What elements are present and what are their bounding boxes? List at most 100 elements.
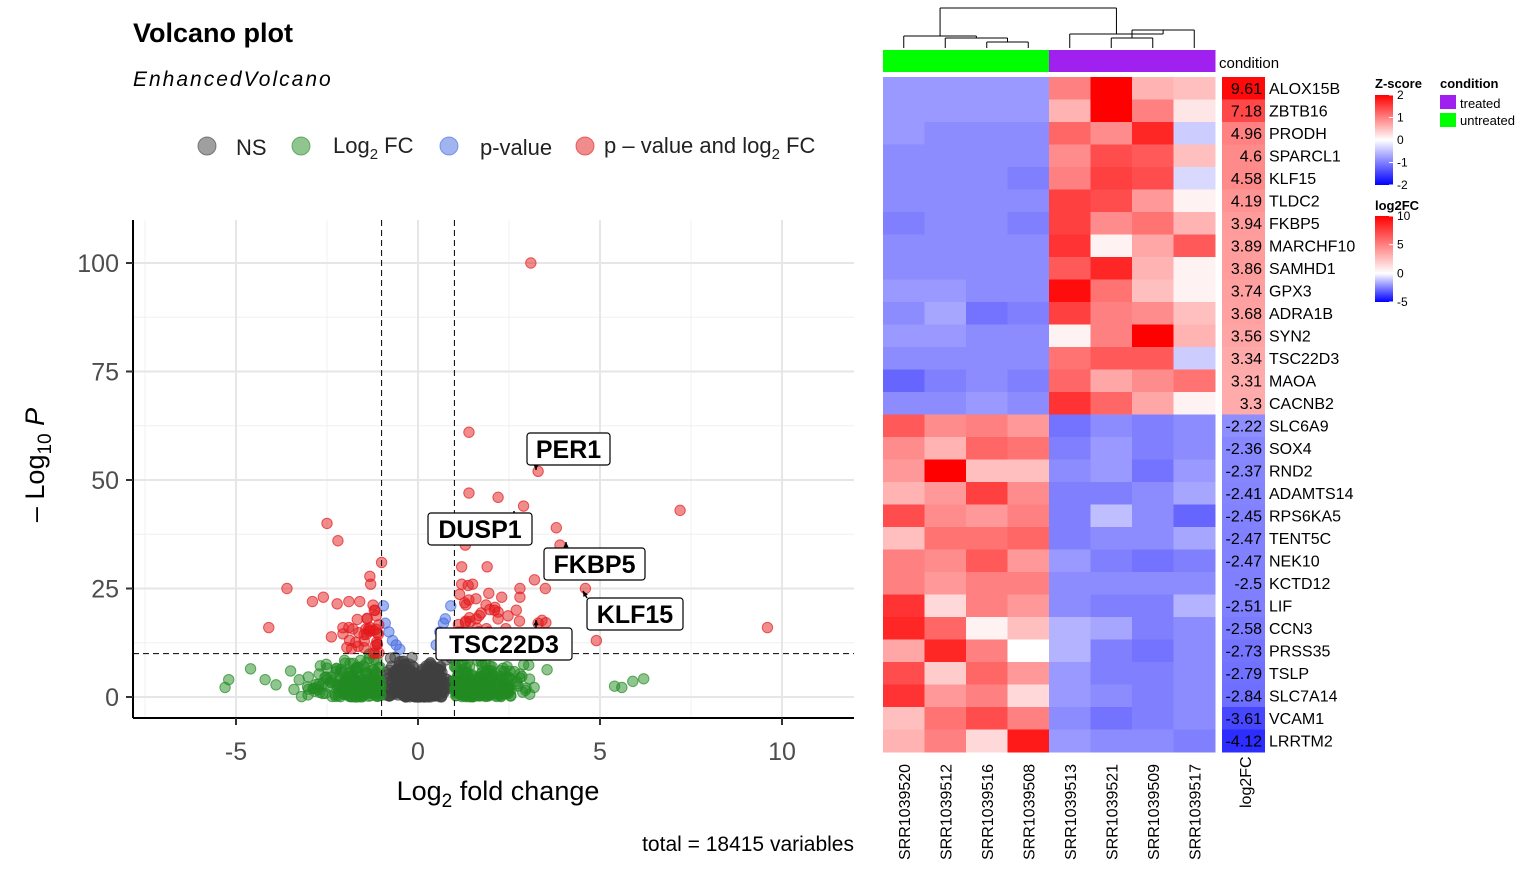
heatmap-cell	[924, 572, 967, 595]
volcano-point-significant	[496, 591, 508, 603]
heatmap-cell	[883, 549, 925, 573]
volcano-point-fc	[320, 658, 332, 671]
heatmap-sample-label: SRR1039512	[938, 764, 955, 860]
log2fc-value: -2.41	[1226, 486, 1263, 503]
heatmap-cell	[1173, 144, 1216, 168]
y-tick-label: 25	[91, 576, 119, 604]
heatmap-cell	[883, 572, 925, 595]
log2fc-value: 3.68	[1231, 306, 1262, 323]
volcano-point-significant	[321, 517, 333, 530]
heatmap-gene-label: ZBTB16	[1269, 104, 1328, 121]
heatmap-cell	[966, 414, 1008, 438]
heatmap-cell	[1007, 302, 1050, 325]
heatmap-cell	[1007, 414, 1050, 438]
heatmap-cell	[966, 212, 1008, 235]
heatmap-cell	[883, 684, 925, 708]
heatmap-cell	[883, 144, 925, 168]
log2fc-value: 4.96	[1231, 126, 1262, 143]
heatmap-cell	[1132, 369, 1174, 393]
condition-legend-title: condition	[1440, 76, 1499, 91]
volcano-point-fc	[244, 663, 257, 675]
heatmap-cell	[1007, 549, 1050, 573]
volcano-point-significant	[353, 626, 365, 639]
heatmap-gene-label: RND2	[1269, 464, 1313, 481]
volcano-y-axis-title: – Log10 P	[20, 408, 56, 522]
heatmap-cell	[966, 549, 1008, 573]
heatmap-cell	[1007, 594, 1050, 618]
heatmap-cell	[1132, 234, 1174, 258]
heatmap-sample-label: SRR1039521	[1104, 764, 1121, 860]
log2fc-value: -2.47	[1226, 554, 1263, 571]
heatmap-cell	[883, 234, 925, 258]
volcano-point-significant	[364, 578, 377, 590]
heatmap-cell	[1173, 617, 1216, 640]
heatmap-cell	[1049, 302, 1091, 325]
heatmap-gene-label: SPARCL1	[1269, 149, 1341, 166]
heatmap-gene-label: ADAMTS14	[1269, 486, 1354, 503]
volcano-point-pvalue	[445, 600, 457, 612]
heatmap-cell	[1173, 369, 1216, 393]
gene-label-arrowhead	[583, 591, 588, 597]
heatmap-cell	[1007, 167, 1050, 190]
log2fc-value: 9.61	[1231, 81, 1262, 98]
heatmap-cell	[966, 324, 1008, 348]
condition-legend-treated-label: treated	[1460, 96, 1500, 111]
volcano-point-fc	[523, 673, 536, 685]
heatmap-cell	[1132, 639, 1174, 663]
log2fc-cell	[1222, 167, 1265, 190]
heatmap-gene-label: LIF	[1269, 599, 1292, 616]
heatmap-cell	[883, 369, 925, 393]
heatmap-cell	[883, 99, 925, 123]
log2fc-cell	[1222, 369, 1265, 393]
heatmap-cell	[924, 369, 967, 393]
volcano-point-significant	[460, 599, 472, 611]
log2fc-value: 3.34	[1231, 351, 1262, 368]
log2fc-legend-title: log2FC	[1375, 198, 1420, 213]
heatmap-cell	[924, 549, 967, 573]
heatmap-cell	[883, 617, 925, 640]
heatmap-cell	[1049, 324, 1091, 348]
heatmap-cell	[1132, 549, 1174, 573]
log2fc-tick-label: 10	[1397, 209, 1411, 223]
heatmap-cell	[1049, 684, 1091, 708]
legend-fc-label: Log2 FC	[333, 133, 414, 163]
heatmap-gene-label: LRRTM2	[1269, 734, 1333, 751]
heatmap-cell	[924, 482, 967, 505]
heatmap-cell	[1132, 414, 1174, 438]
volcano-point-significant	[354, 595, 366, 608]
volcano-point-significant	[368, 604, 381, 616]
log2fc-cell	[1222, 279, 1265, 303]
heatmap-cell	[1132, 594, 1174, 618]
heatmap-cell	[883, 729, 925, 753]
legend-pvalue-label: p-value	[480, 135, 552, 160]
heatmap-cell	[1049, 167, 1091, 190]
heatmap-cell	[883, 122, 925, 145]
volcano-point-fc	[480, 666, 493, 679]
heatmap-cell	[1090, 212, 1133, 235]
volcano-point-significant	[590, 634, 603, 647]
heatmap-cell	[1049, 369, 1091, 393]
heatmap-cell	[1090, 302, 1133, 325]
heatmap-cell	[1007, 617, 1050, 640]
condition-legend-untreated-swatch	[1440, 113, 1456, 127]
heatmap-cell	[924, 729, 967, 753]
volcano-point-fc	[288, 683, 300, 696]
volcano-point-fc	[270, 679, 282, 691]
volcano-point-fc	[284, 665, 297, 677]
heatmap-cell	[1090, 347, 1133, 370]
log2fc-value: -2.37	[1226, 464, 1263, 481]
heatmap-cell	[1049, 617, 1091, 640]
heatmap-cell	[1090, 594, 1133, 618]
volcano-point-fc	[349, 691, 361, 703]
heatmap-cell	[1132, 167, 1174, 190]
volcano-point-fc	[476, 689, 489, 701]
heatmap-cell	[924, 122, 967, 145]
volcano-point-significant	[361, 613, 373, 625]
heatmap-cell	[1090, 459, 1133, 483]
x-tick-label: -5	[225, 738, 247, 766]
heatmap-cell	[966, 392, 1008, 415]
log2fc-cell	[1222, 392, 1265, 415]
heatmap-cell	[1090, 369, 1133, 393]
gene-label-box	[526, 432, 611, 466]
heatmap-cell	[966, 122, 1008, 145]
